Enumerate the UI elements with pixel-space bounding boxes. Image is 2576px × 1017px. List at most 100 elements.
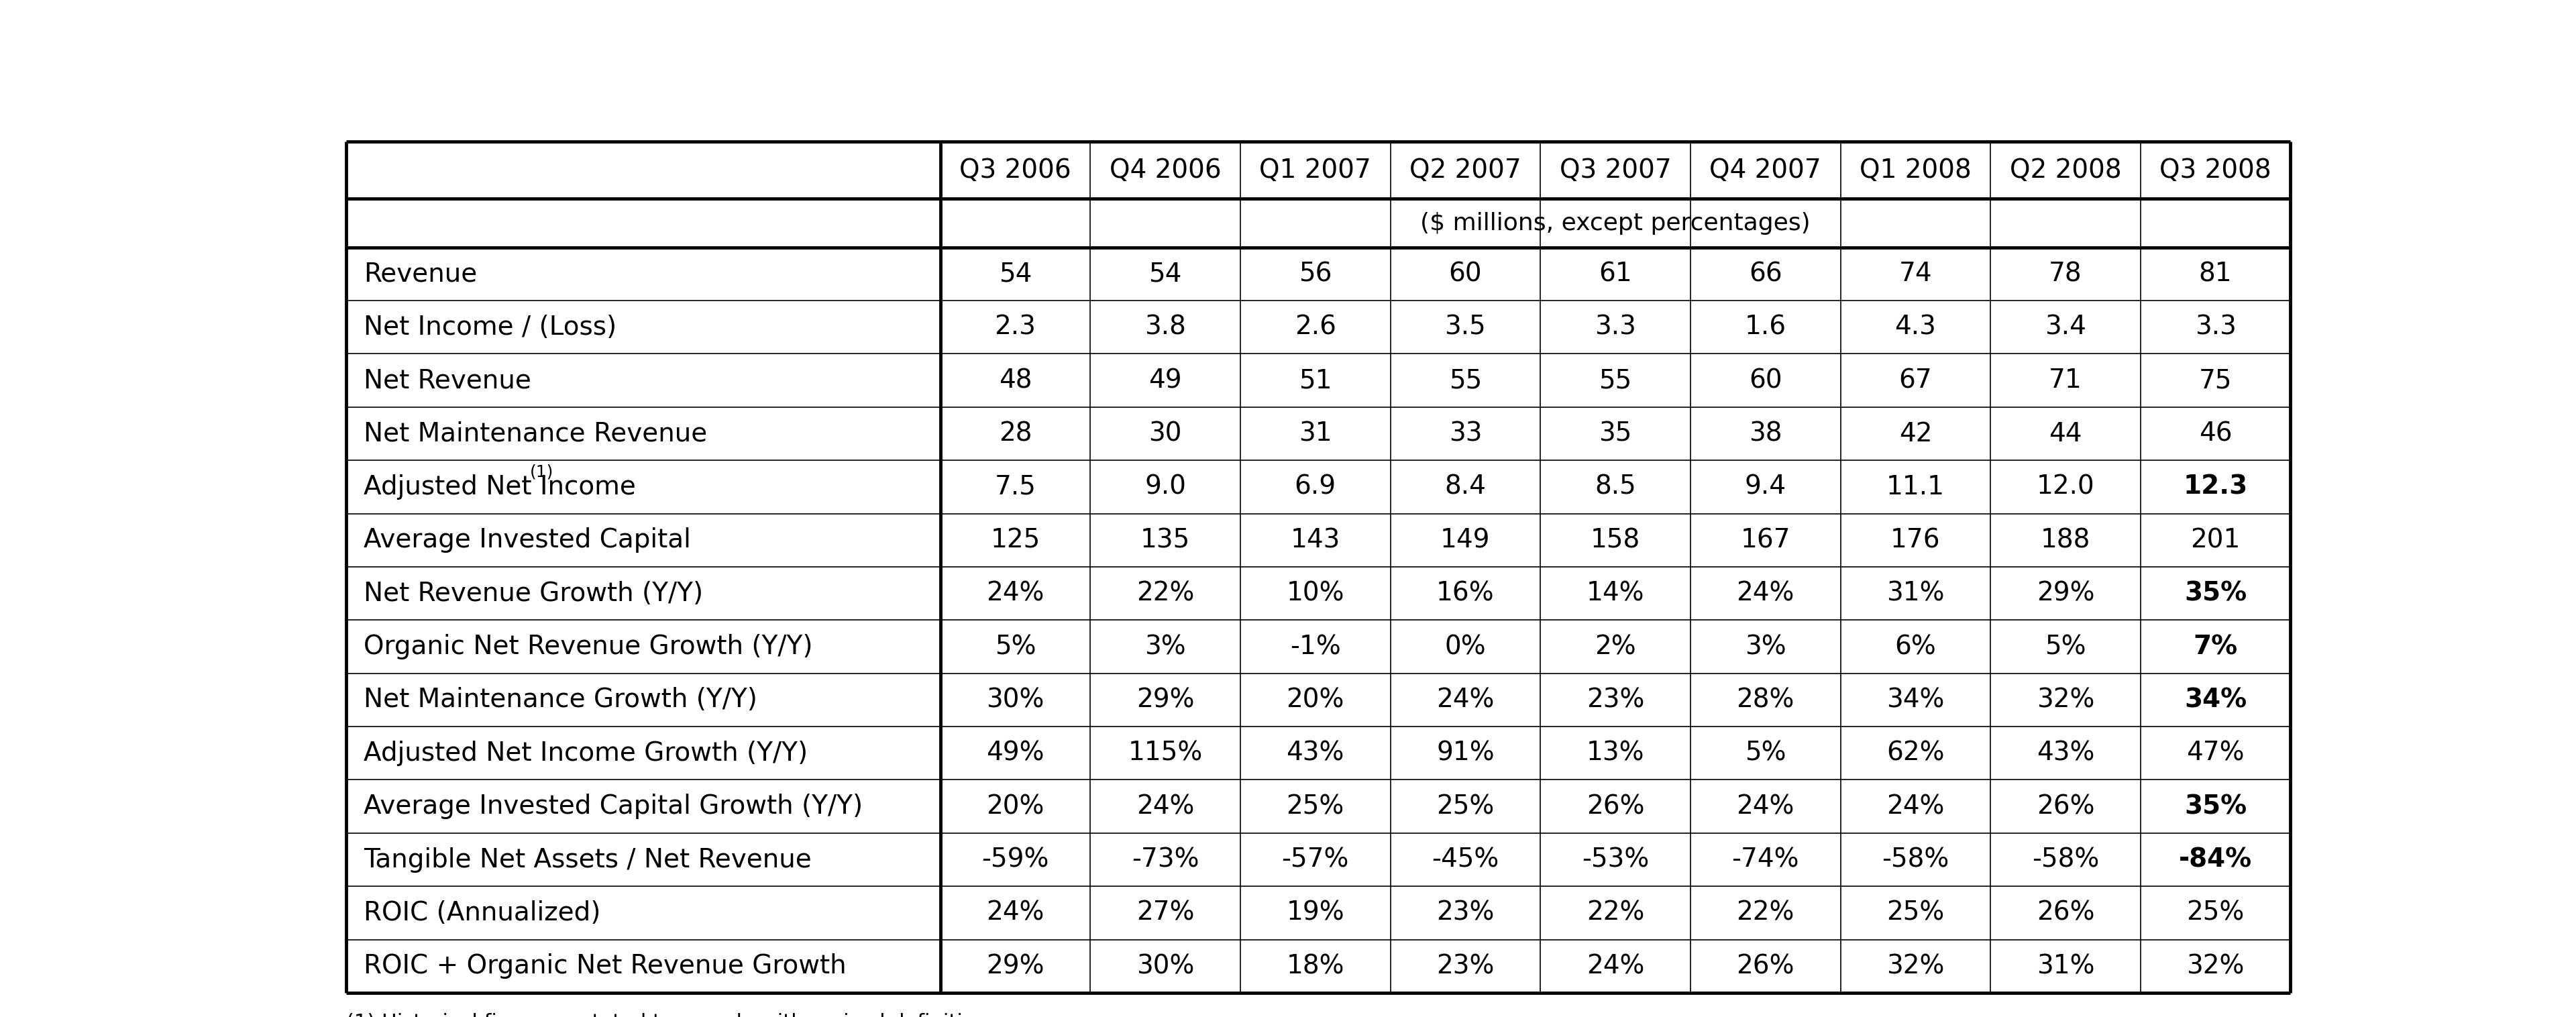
Text: ROIC + Organic Net Revenue Growth: ROIC + Organic Net Revenue Growth	[363, 954, 848, 979]
Text: 74: 74	[1899, 261, 1932, 287]
Text: 29%: 29%	[1136, 687, 1195, 713]
Text: 125: 125	[989, 528, 1041, 553]
Text: 9.4: 9.4	[1744, 474, 1785, 499]
Text: 25%: 25%	[1285, 793, 1345, 820]
Text: 35%: 35%	[2184, 793, 2246, 820]
Text: ROIC (Annualized): ROIC (Annualized)	[363, 900, 600, 925]
Text: 158: 158	[1589, 528, 1641, 553]
Text: 29%: 29%	[2038, 581, 2094, 606]
Text: 38: 38	[1749, 421, 1783, 446]
Text: 3.5: 3.5	[1445, 314, 1486, 340]
Text: 25%: 25%	[1886, 900, 1945, 925]
Text: 60: 60	[1448, 261, 1481, 287]
Text: 26%: 26%	[1736, 954, 1795, 979]
Text: 26%: 26%	[1587, 793, 1643, 820]
Text: 43%: 43%	[1285, 740, 1345, 766]
Text: 176: 176	[1891, 528, 1940, 553]
Text: -74%: -74%	[1731, 847, 1798, 873]
Text: Adjusted Net Income Growth (Y/Y): Adjusted Net Income Growth (Y/Y)	[363, 740, 809, 766]
Text: 188: 188	[2040, 528, 2092, 553]
Text: Q4 2007: Q4 2007	[1710, 158, 1821, 183]
Text: Q2 2008: Q2 2008	[2009, 158, 2123, 183]
Text: 16%: 16%	[1437, 581, 1494, 606]
Text: 35: 35	[1600, 421, 1633, 446]
Text: -73%: -73%	[1131, 847, 1198, 873]
Text: 43%: 43%	[2038, 740, 2094, 766]
Text: 11.1: 11.1	[1886, 474, 1945, 499]
Text: 2%: 2%	[1595, 634, 1636, 659]
Text: -58%: -58%	[2032, 847, 2099, 873]
Text: 49: 49	[1149, 368, 1182, 394]
Text: 24%: 24%	[1587, 954, 1643, 979]
Text: 67: 67	[1899, 368, 1932, 394]
Text: 6%: 6%	[1896, 634, 1937, 659]
Text: Average Invested Capital: Average Invested Capital	[363, 528, 690, 553]
Text: Average Invested Capital Growth (Y/Y): Average Invested Capital Growth (Y/Y)	[363, 793, 863, 820]
Text: 27%: 27%	[1136, 900, 1195, 925]
Text: 44: 44	[2048, 421, 2081, 446]
Text: Net Revenue: Net Revenue	[363, 368, 531, 394]
Text: 115%: 115%	[1128, 740, 1203, 766]
Text: 30%: 30%	[987, 687, 1043, 713]
Text: 55: 55	[1448, 368, 1481, 394]
Text: 26%: 26%	[2038, 900, 2094, 925]
Text: 49%: 49%	[987, 740, 1043, 766]
Text: 28%: 28%	[1736, 687, 1795, 713]
Text: 47%: 47%	[2187, 740, 2244, 766]
Text: 24%: 24%	[1886, 793, 1945, 820]
Text: 30%: 30%	[1136, 954, 1195, 979]
Text: 30: 30	[1149, 421, 1182, 446]
Text: 7.5: 7.5	[994, 474, 1036, 499]
Text: 46: 46	[2200, 421, 2233, 446]
Text: 54: 54	[1149, 261, 1182, 287]
Text: -58%: -58%	[1883, 847, 1950, 873]
Text: 34%: 34%	[1886, 687, 1945, 713]
Text: 20%: 20%	[1285, 687, 1345, 713]
Text: Q3 2007: Q3 2007	[1558, 158, 1672, 183]
Text: 55: 55	[1600, 368, 1633, 394]
Text: 78: 78	[2048, 261, 2081, 287]
Text: 5%: 5%	[2045, 634, 2087, 659]
Text: 3.4: 3.4	[2045, 314, 2087, 340]
Text: 24%: 24%	[1736, 793, 1795, 820]
Text: 10%: 10%	[1285, 581, 1345, 606]
Text: 24%: 24%	[987, 900, 1043, 925]
Text: -53%: -53%	[1582, 847, 1649, 873]
Text: 31: 31	[1298, 421, 1332, 446]
Text: Net Income / (Loss): Net Income / (Loss)	[363, 314, 616, 340]
Text: Q4 2006: Q4 2006	[1110, 158, 1221, 183]
Text: Q1 2007: Q1 2007	[1260, 158, 1370, 183]
Text: 25%: 25%	[2187, 900, 2244, 925]
Text: 5%: 5%	[1744, 740, 1785, 766]
Text: 71: 71	[2048, 368, 2081, 394]
Text: Revenue: Revenue	[363, 261, 477, 287]
Text: 3.3: 3.3	[2195, 314, 2236, 340]
Text: 2.3: 2.3	[994, 314, 1036, 340]
Text: 31%: 31%	[2038, 954, 2094, 979]
Text: 62%: 62%	[1886, 740, 1945, 766]
Text: 34%: 34%	[2184, 687, 2246, 713]
Text: 56: 56	[1298, 261, 1332, 287]
Text: 8.5: 8.5	[1595, 474, 1636, 499]
Text: 3.8: 3.8	[1144, 314, 1185, 340]
Text: 14%: 14%	[1587, 581, 1643, 606]
Text: ($ millions, except percentages): ($ millions, except percentages)	[1419, 212, 1811, 235]
Text: 12.0: 12.0	[2038, 474, 2094, 499]
Text: 135: 135	[1141, 528, 1190, 553]
Text: 3.3: 3.3	[1595, 314, 1636, 340]
Text: 75: 75	[2200, 368, 2233, 394]
Text: 33: 33	[1448, 421, 1481, 446]
Text: 23%: 23%	[1437, 900, 1494, 925]
Text: 20%: 20%	[987, 793, 1043, 820]
Text: 81: 81	[2200, 261, 2233, 287]
Text: 32%: 32%	[2187, 954, 2244, 979]
Text: Adjusted Net Income: Adjusted Net Income	[363, 474, 636, 499]
Text: 201: 201	[2190, 528, 2241, 553]
Text: 48: 48	[999, 368, 1033, 394]
Text: 42: 42	[1899, 421, 1932, 446]
Text: 31%: 31%	[1886, 581, 1945, 606]
Text: -1%: -1%	[1291, 634, 1340, 659]
Text: 23%: 23%	[1437, 954, 1494, 979]
Text: 1.6: 1.6	[1744, 314, 1785, 340]
Text: Q3 2008: Q3 2008	[2159, 158, 2272, 183]
